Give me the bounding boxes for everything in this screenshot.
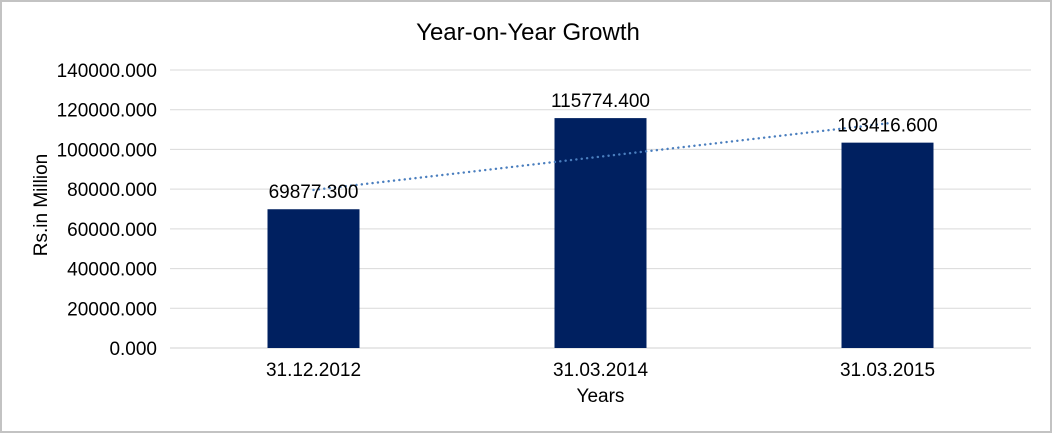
x-axis-title: Years xyxy=(576,386,625,407)
y-tick-label: 120000.000 xyxy=(57,101,157,122)
data-label: 115774.400 xyxy=(551,91,650,112)
x-category-label: 31.03.2014 xyxy=(553,360,649,381)
y-tick-label: 80000.000 xyxy=(67,180,157,201)
trendline xyxy=(312,122,889,192)
x-category-label: 31.03.2015 xyxy=(840,360,935,381)
chart-title: Year-on-Year Growth xyxy=(416,19,640,46)
y-tick-label: 20000.000 xyxy=(67,299,157,320)
y-tick-label: 40000.000 xyxy=(67,260,157,281)
y-tick-label: 140000.000 xyxy=(57,61,157,82)
bar xyxy=(267,209,360,348)
y-axis-title: Rs.in Million xyxy=(31,153,52,257)
bar xyxy=(841,142,934,348)
bar xyxy=(554,118,647,348)
y-tick-label: 100000.000 xyxy=(57,140,157,161)
data-label: 103416.600 xyxy=(837,116,937,137)
data-label: 69877.300 xyxy=(269,182,359,203)
y-tick-label: 60000.000 xyxy=(67,220,157,241)
x-category-label: 31.12.2012 xyxy=(266,360,361,381)
y-tick-label: 0.000 xyxy=(109,339,157,360)
